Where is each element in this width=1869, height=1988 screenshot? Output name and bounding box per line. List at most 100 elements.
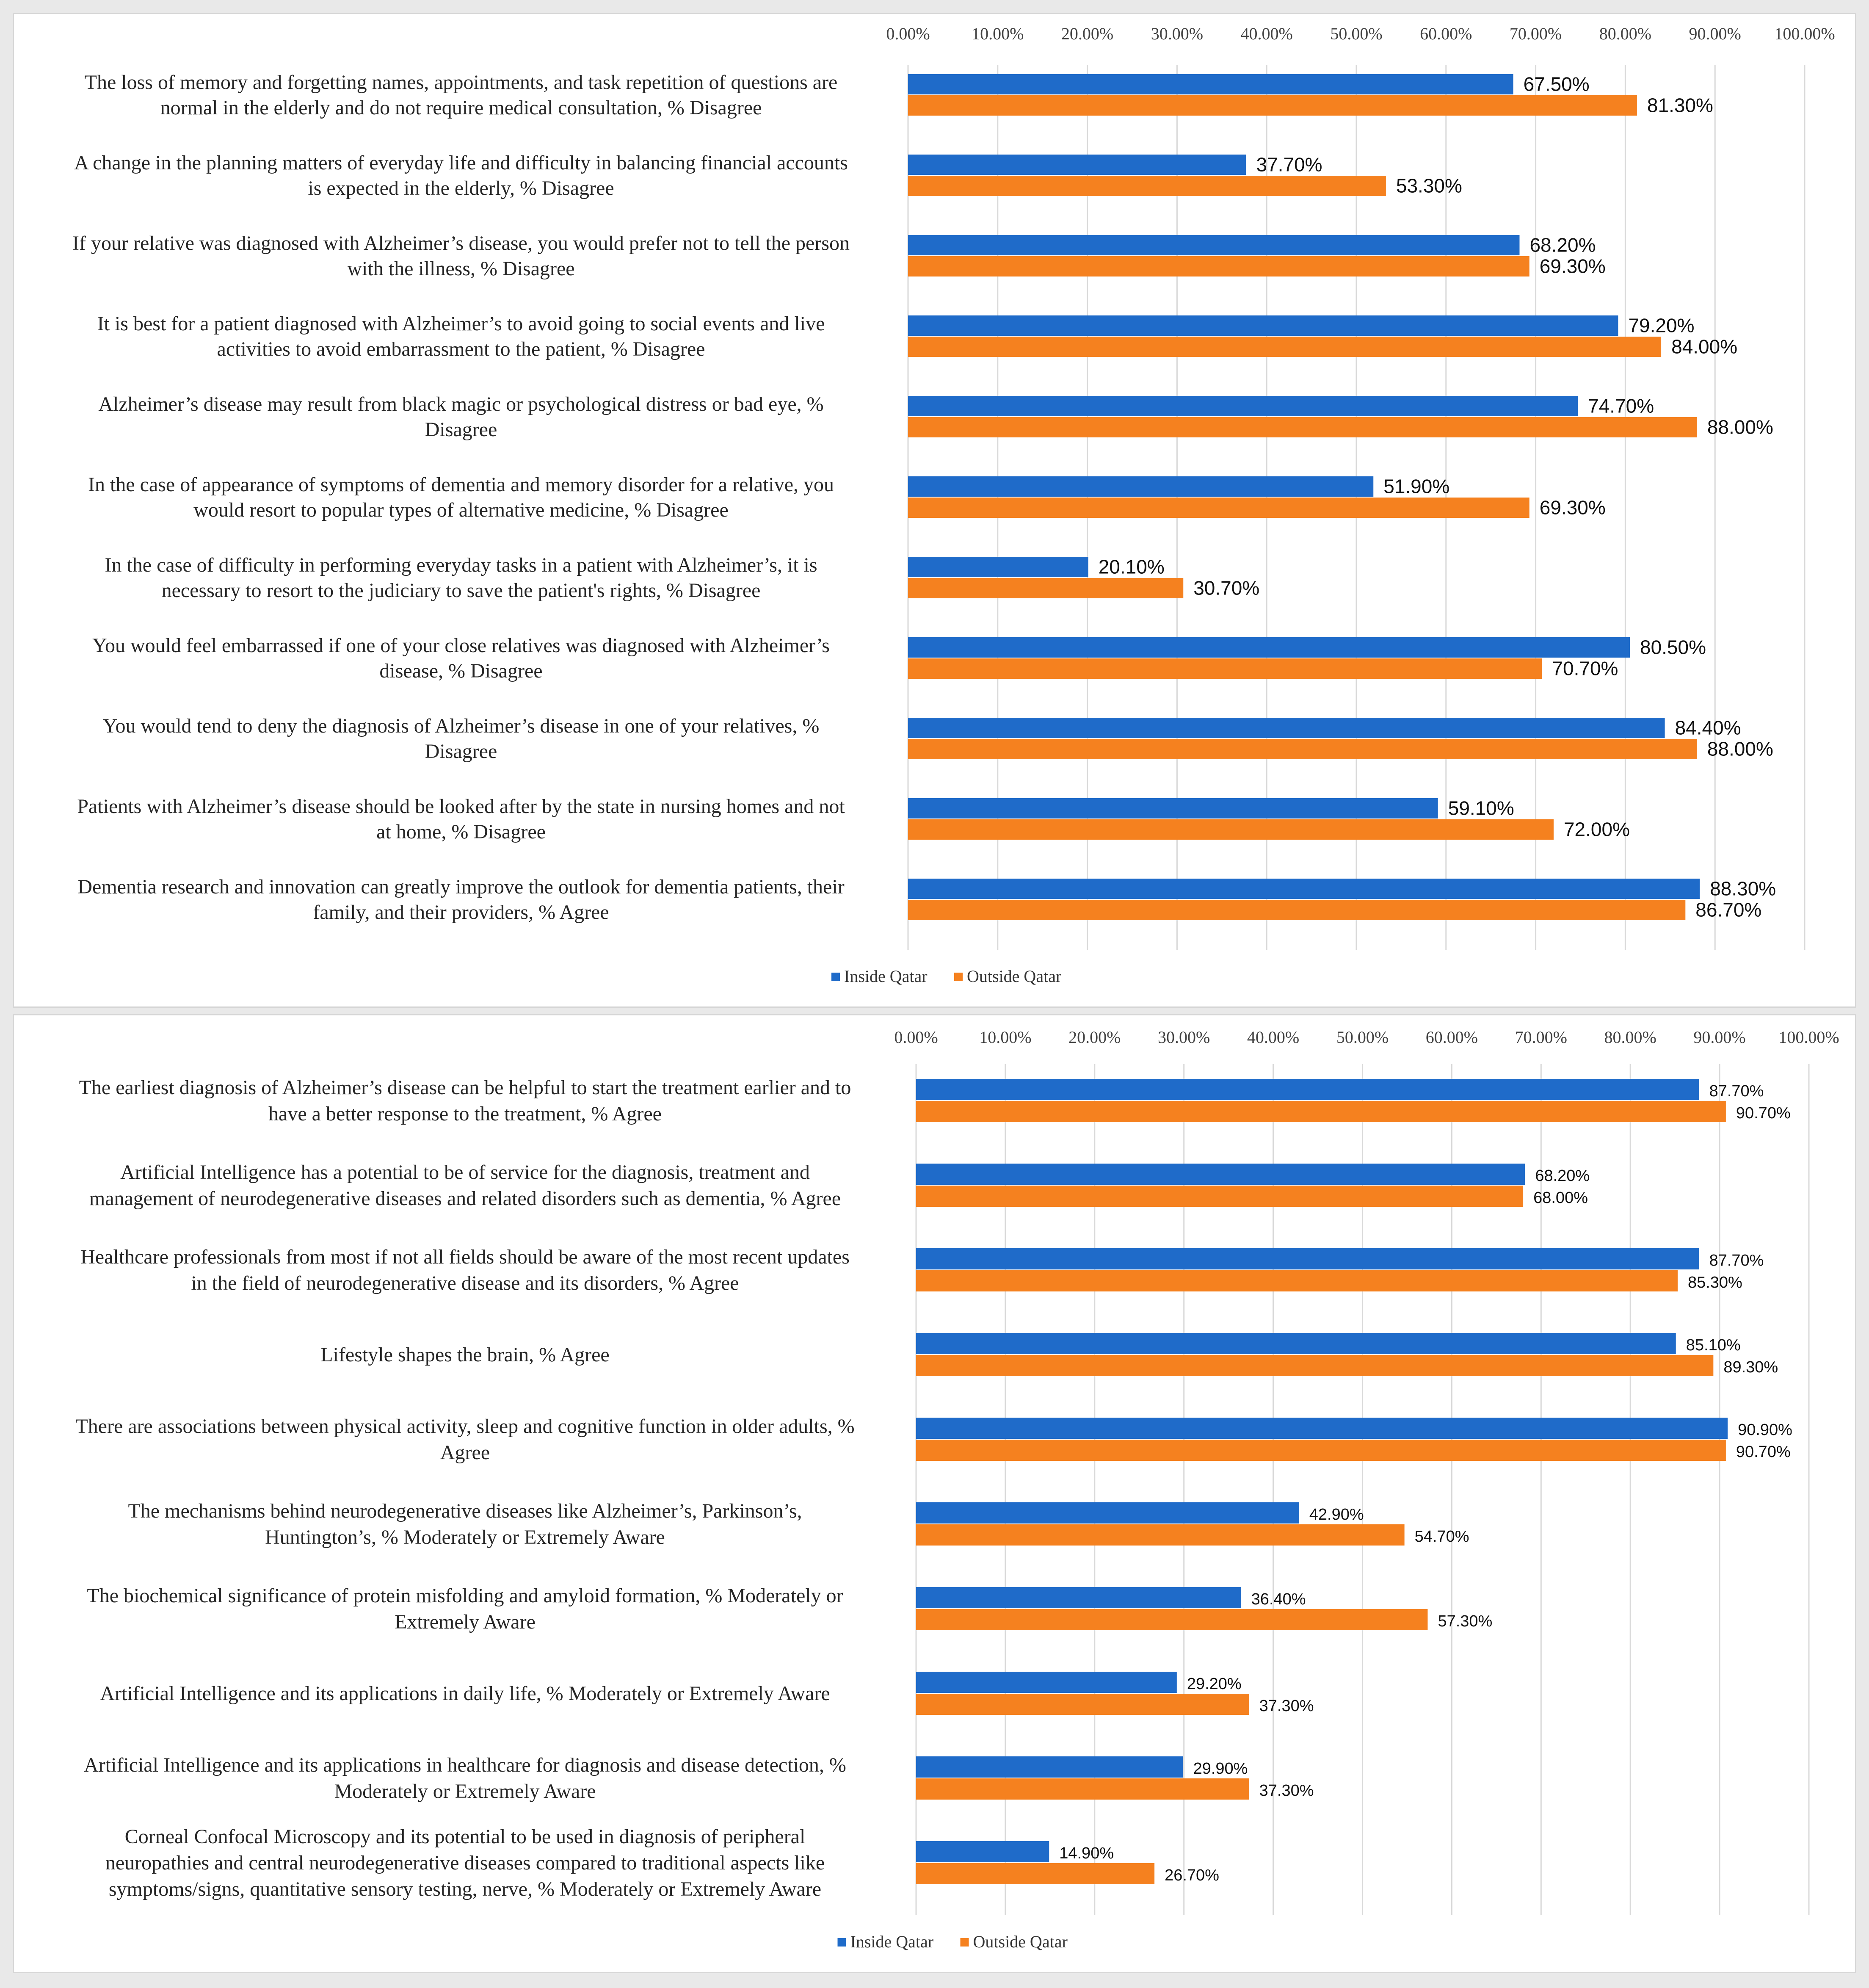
bar-inside-qatar — [908, 235, 1520, 255]
category-label-line: A change in the planning matters of ever… — [74, 152, 848, 174]
category-label-line: You would tend to deny the diagnosis of … — [103, 715, 820, 737]
data-label: 30.70% — [1193, 577, 1259, 599]
category-label-line: Dementia research and innovation can gre… — [77, 876, 844, 898]
bar-inside-qatar — [908, 396, 1578, 416]
x-tick-label: 70.00% — [1515, 1028, 1567, 1047]
category-label: Healthcare professionals from most if no… — [80, 1246, 850, 1294]
category-label: Alzheimer’s disease may result from blac… — [98, 393, 823, 441]
x-tick-label: 20.00% — [1068, 1028, 1121, 1047]
data-label: 51.90% — [1383, 475, 1449, 497]
bar-outside-qatar — [916, 1694, 1249, 1715]
bar-inside-qatar — [916, 1502, 1299, 1523]
category-label: Patients with Alzheimer’s disease should… — [77, 795, 845, 843]
category-label-line: family, and their providers, % Agree — [313, 901, 609, 923]
category-label-line: normal in the elderly and do not require… — [160, 97, 762, 119]
category-label-line: You would feel embarrassed if one of you… — [92, 634, 830, 657]
category-label-line: Artificial Intelligence and its applicat… — [100, 1682, 830, 1705]
data-label: 29.90% — [1193, 1760, 1248, 1778]
category-label-line: with the illness, % Disagree — [347, 257, 574, 280]
category-label-line: Healthcare professionals from most if no… — [80, 1246, 850, 1268]
x-tick-label: 90.00% — [1693, 1028, 1745, 1047]
category-label-line: Huntington’s, % Moderately or Extremely … — [265, 1526, 665, 1548]
category-label: Corneal Confocal Microscopy and its pote… — [105, 1825, 825, 1900]
bar-inside-qatar — [916, 1756, 1183, 1778]
data-label: 88.00% — [1707, 738, 1773, 760]
bar-outside-qatar — [916, 1863, 1155, 1884]
data-label: 68.20% — [1529, 234, 1596, 256]
data-label: 80.50% — [1640, 636, 1706, 658]
category-label: There are associations between physical … — [75, 1415, 854, 1464]
category-label: If your relative was diagnosed with Alzh… — [72, 232, 850, 280]
bar-inside-qatar — [916, 1587, 1241, 1608]
category-label-line: neuropathies and central neurodegenerati… — [105, 1852, 825, 1874]
category-label-line: The earliest diagnosis of Alzheimer’s di… — [79, 1076, 851, 1099]
bar-inside-qatar — [908, 74, 1513, 94]
category-label-line: Moderately or Extremely Aware — [334, 1780, 596, 1803]
x-tick-label: 90.00% — [1689, 24, 1741, 43]
x-tick-label: 60.00% — [1420, 24, 1472, 43]
category-label-line: There are associations between physical … — [75, 1415, 854, 1438]
data-label: 70.70% — [1552, 657, 1618, 679]
category-label-line: disease, % Disagree — [379, 660, 542, 682]
data-label: 90.70% — [1736, 1443, 1791, 1461]
category-label-line: The loss of memory and forgetting names,… — [85, 71, 838, 94]
chart-2-svg: 0.00% 10.00% 20.00% 30.00% 40.00% 50.00% 60.00… — [75, 1028, 1839, 1951]
data-label: 81.30% — [1647, 94, 1713, 116]
data-label: 79.20% — [1628, 314, 1694, 336]
category-label-line: Alzheimer’s disease may result from blac… — [98, 393, 823, 415]
bar-outside-qatar — [908, 498, 1529, 518]
bar-inside-qatar — [908, 155, 1246, 175]
category-label: In the case of appearance of symptoms of… — [88, 473, 834, 521]
bar-outside-qatar — [908, 819, 1554, 840]
legend-swatch-outside — [960, 1938, 969, 1947]
category-label-line: In the case of difficulty in performing … — [105, 554, 817, 576]
category-label-line: It is best for a patient diagnosed with … — [97, 312, 825, 335]
data-label: 87.70% — [1709, 1082, 1764, 1100]
legend-swatch-inside — [837, 1938, 846, 1947]
x-tick-label: 80.00% — [1599, 24, 1651, 43]
data-label: 86.70% — [1695, 899, 1761, 921]
x-tick-label: 40.00% — [1241, 24, 1293, 43]
category-label-line: symptoms/signs, quantitative sensory tes… — [109, 1878, 821, 1900]
category-label: The mechanisms behind neurodegenerative … — [128, 1500, 802, 1548]
legend-label-outside: Outside Qatar — [967, 967, 1061, 986]
bar-outside-qatar — [916, 1355, 1714, 1376]
chart-1-svg: 0.00% 10.00% 20.00% 30.00% 40.00% 50.00% 60.00… — [72, 24, 1835, 986]
data-label: 85.10% — [1686, 1336, 1741, 1354]
data-label: 72.00% — [1564, 818, 1630, 840]
x-tick-label: 40.00% — [1247, 1028, 1299, 1047]
category-label-line: If your relative was diagnosed with Alzh… — [72, 232, 850, 254]
legend-label-outside: Outside Qatar — [973, 1932, 1068, 1951]
data-label: 37.70% — [1256, 153, 1322, 175]
category-label-line: Patients with Alzheimer’s disease should… — [77, 795, 845, 818]
data-label: 84.40% — [1675, 716, 1741, 738]
data-label: 84.00% — [1671, 335, 1737, 357]
chart-panel-1: 0.00% 10.00% 20.00% 30.00% 40.00% 50.00% 60.00… — [13, 13, 1856, 1008]
category-label: A change in the planning matters of ever… — [74, 152, 848, 199]
category-label-line: Artificial Intelligence has a potential … — [120, 1161, 810, 1183]
category-label: It is best for a patient diagnosed with … — [97, 312, 825, 360]
bar-inside-qatar — [916, 1164, 1525, 1185]
bar-outside-qatar — [908, 417, 1697, 437]
data-label: 68.00% — [1533, 1189, 1588, 1207]
bar-outside-qatar — [908, 739, 1697, 759]
x-tick-label: 60.00% — [1426, 1028, 1478, 1047]
category-label-line: necessary to resort to the judiciary to … — [162, 579, 761, 602]
legend-label-inside: Inside Qatar — [850, 1932, 934, 1951]
data-label: 67.50% — [1524, 73, 1590, 95]
bar-inside-qatar — [916, 1418, 1728, 1439]
data-label: 57.30% — [1438, 1612, 1492, 1630]
data-label: 14.90% — [1059, 1844, 1114, 1862]
bar-outside-qatar — [908, 95, 1637, 116]
data-label: 69.30% — [1540, 255, 1606, 277]
bar-inside-qatar — [908, 637, 1630, 658]
bar-inside-qatar — [908, 476, 1374, 497]
x-tick-label: 100.00% — [1778, 1028, 1839, 1047]
data-label: 88.00% — [1707, 416, 1773, 438]
data-label: 36.40% — [1251, 1590, 1306, 1608]
category-label: Dementia research and innovation can gre… — [77, 876, 844, 923]
data-label: 20.10% — [1099, 556, 1165, 578]
bar-outside-qatar — [916, 1186, 1524, 1207]
data-label: 37.30% — [1259, 1782, 1314, 1800]
data-label: 69.30% — [1540, 496, 1606, 518]
